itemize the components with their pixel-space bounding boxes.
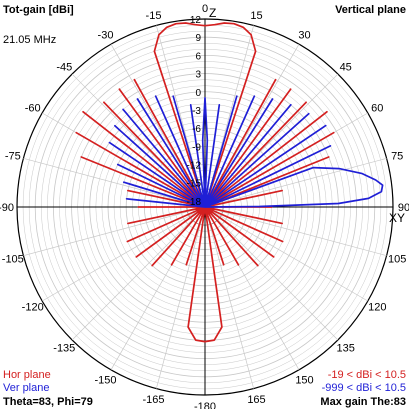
position-readout: Theta=83, Phi=79 [3,396,93,408]
angle-tick-label: 75 [391,151,403,163]
plane-label: Vertical plane [335,4,406,16]
grid-spoke [204,206,368,302]
radial-tick-label: -15 [187,179,202,190]
angle-tick-label: -120 [22,302,44,314]
grid-spoke [204,158,387,208]
legend-hor-plane: Hor plane [3,369,51,381]
angle-tick-label: 105 [388,254,406,266]
grid-spoke [42,206,206,302]
radial-tick-label: -6 [192,124,201,135]
radial-tick-label: 9 [195,33,201,44]
z-axis-label: Z [209,6,216,20]
angle-tick-label: 30 [298,30,310,42]
angle-tick-label: 135 [337,343,355,355]
grid-spoke [71,206,206,341]
radial-tick-label: 0 [195,88,201,99]
angle-tick-label: 90 [398,202,409,214]
grid-spoke [204,206,254,389]
ver-plane-trace [108,95,384,208]
radial-tick-label: -12 [187,161,202,172]
frequency-label: 21.05 MHz [3,34,56,46]
angle-tick-label: -60 [25,103,41,115]
max-gain-readout: Max gain The:83 [320,396,406,408]
angle-tick-label: 15 [250,10,262,22]
angle-tick-label: 0 [202,3,208,15]
angle-tick-label: -75 [5,151,21,163]
angle-tick-label: -165 [142,394,164,406]
angle-tick-label: 45 [340,61,352,73]
radial-tick-label: 12 [190,15,202,26]
angle-tick-label: 60 [371,103,383,115]
angle-tick-label: 120 [368,302,386,314]
radial-labels: 12 9 6 3 0 -3 -6 -9 -12 -15 -18 [187,15,202,208]
angle-tick-label: -90 [0,202,14,214]
angle-tick-label: 165 [247,394,265,406]
angle-tick-label: -150 [94,374,116,386]
angle-labels: 0153045607590105120135150165-180-165-150… [0,3,409,409]
angle-tick-label: -180 [194,401,216,409]
angle-tick-label: -45 [56,61,72,73]
angle-tick-label: -135 [53,343,75,355]
angle-tick-label: -30 [98,30,114,42]
grid-spoke [204,206,387,256]
radial-tick-label: -3 [192,106,201,117]
radial-tick-label: 3 [195,70,201,81]
traces [75,22,384,343]
legend-ver-plane: Ver plane [3,382,49,394]
grid-spoke [204,206,339,341]
angle-tick-label: -15 [146,10,162,22]
radial-tick-label: -18 [187,197,202,208]
radial-tick-label: -9 [192,142,201,153]
radial-tick-label: 6 [195,51,201,62]
grid-spoke [23,206,206,256]
range-hor: -19 < dBi < 10.5 [328,369,406,381]
angle-tick-label: -105 [2,254,24,266]
chart-title: Tot-gain [dBi] [3,4,74,16]
grid-spoke [23,158,206,208]
angle-tick-label: 150 [295,374,313,386]
grid-spoke [156,206,206,389]
xy-axis-label: XY [389,211,405,225]
range-ver: -999 < dBi < 10.5 [322,382,406,394]
